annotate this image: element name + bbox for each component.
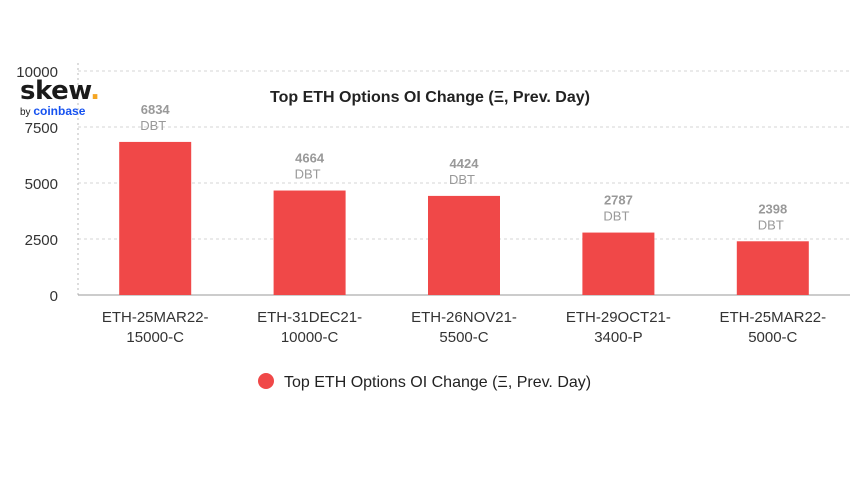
x-tick-label: ETH-31DEC21- [257, 309, 362, 326]
legend-marker [258, 373, 274, 389]
y-tick-label: 7500 [25, 120, 58, 137]
y-tick-label: 2500 [25, 232, 58, 249]
bar-value-label: 2398 [758, 201, 787, 216]
skew-logo: skew. by coinbase [20, 76, 100, 119]
bar [119, 141, 192, 295]
x-tick-label: ETH-25MAR22- [719, 309, 826, 326]
bar-unit-label: DBT [603, 209, 629, 224]
x-tick-label: ETH-26NOV21- [411, 309, 517, 326]
bar [736, 241, 809, 295]
chart-title: Top ETH Options OI Change (Ξ, Prev. Day) [270, 89, 590, 106]
x-tick-label: ETH-25MAR22- [102, 309, 209, 326]
legend-label: Top ETH Options OI Change (Ξ, Prev. Day) [284, 374, 591, 391]
x-tick-label: 5500-C [439, 329, 488, 346]
bar-unit-label: DBT [140, 118, 166, 133]
bar-value-label: 6834 [141, 102, 171, 117]
bar-value-label: 4424 [450, 156, 480, 171]
bar [582, 232, 655, 295]
x-tick-label: 15000-C [126, 329, 184, 346]
logo-wordmark: skew. [20, 76, 100, 106]
bar [428, 195, 500, 295]
x-tick-label: 5000-C [748, 329, 797, 346]
legend-item[interactable]: Top ETH Options OI Change (Ξ, Prev. Day) [258, 373, 591, 391]
bar [273, 190, 346, 295]
bar-unit-label: DBT [758, 217, 784, 232]
y-tick-label: 10000 [16, 64, 58, 81]
x-tick-label: 3400-P [594, 329, 642, 346]
y-tick-label: 0 [50, 288, 58, 305]
x-tick-label: ETH-29OCT21- [566, 309, 671, 326]
bar-value-label: 2787 [604, 193, 633, 208]
y-tick-label: 5000 [25, 176, 58, 193]
bar-value-label: 4664 [295, 151, 325, 166]
logo-byline: by coinbase [20, 104, 86, 118]
bar-unit-label: DBT [295, 167, 321, 182]
bar-unit-label: DBT [449, 172, 475, 187]
x-tick-label: 10000-C [281, 329, 339, 346]
